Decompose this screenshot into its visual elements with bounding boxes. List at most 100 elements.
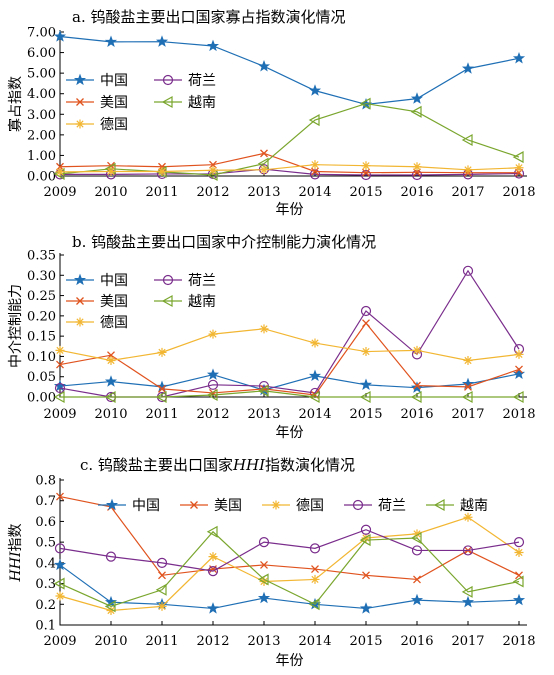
data-point xyxy=(359,534,371,547)
series-china xyxy=(53,367,526,396)
series-line xyxy=(59,495,520,581)
data-point xyxy=(463,165,473,175)
data-point xyxy=(310,574,320,584)
series-germany xyxy=(55,324,524,365)
data-point xyxy=(155,390,167,404)
data-point xyxy=(413,575,421,584)
y-tick-label: 0.25 xyxy=(27,289,56,304)
legend-item: 德国 xyxy=(66,117,128,133)
data-point xyxy=(360,305,372,317)
legend-marker xyxy=(190,501,198,509)
data-point xyxy=(206,388,218,401)
data-point xyxy=(413,381,421,390)
data-point xyxy=(308,369,322,382)
y-tick-label: 5.00 xyxy=(27,67,56,82)
legend-marker xyxy=(73,273,87,286)
series-line xyxy=(59,529,520,572)
data-point xyxy=(512,151,524,164)
data-point xyxy=(259,324,269,334)
legend-marker xyxy=(161,95,173,109)
data-point xyxy=(463,355,473,365)
legend-item: 中国 xyxy=(66,73,128,89)
x-tick-label: 2018 xyxy=(502,185,535,200)
x-axis-label: 年份 xyxy=(276,425,304,441)
series-line xyxy=(59,322,520,396)
y-tick-label: 3.00 xyxy=(27,108,56,123)
x-tick-label: 2012 xyxy=(196,634,229,649)
series-germany xyxy=(55,512,524,615)
x-tick-label: 2013 xyxy=(247,634,280,649)
data-point xyxy=(206,602,220,614)
chart-panel-2: b. 钨酸盐主要出口国家中介控制能力演化情况 0.00 0.05 0.10 0.15 0.… xyxy=(8,233,536,441)
data-point xyxy=(55,167,65,177)
y-axis-label: 寡占指数 xyxy=(7,76,24,132)
legend-label: 越南 xyxy=(460,498,488,514)
x-tick-label: 2016 xyxy=(400,407,433,422)
legend-label: 荷兰 xyxy=(188,73,216,89)
series-line xyxy=(60,168,520,176)
data-point xyxy=(310,160,320,170)
data-point xyxy=(54,382,66,394)
series-line xyxy=(59,516,520,612)
legend-item: 越南 xyxy=(154,95,216,111)
data-point xyxy=(206,368,220,380)
series-line xyxy=(59,269,520,398)
legend-label: 荷兰 xyxy=(378,498,406,514)
data-point xyxy=(55,345,65,355)
data-point xyxy=(53,390,65,404)
y-tick-label: 0.5 xyxy=(35,536,56,551)
legend-marker xyxy=(76,297,84,305)
y-tick-label: 4.00 xyxy=(27,87,56,102)
data-point xyxy=(257,591,271,604)
chart-title: c. 钨酸盐主要出口国家HHI指数演化情况 xyxy=(80,456,355,474)
chart-title: a. 钨酸盐主要出口国家寡占指数演化情况 xyxy=(72,8,345,26)
series-netherlands xyxy=(54,524,525,577)
legend-item: 中国 xyxy=(98,498,160,514)
data-point xyxy=(157,347,167,357)
data-point xyxy=(207,379,219,390)
series-line xyxy=(59,102,520,176)
x-tick-label: 2017 xyxy=(451,185,484,200)
x-tick-label: 2015 xyxy=(349,634,382,649)
data-point xyxy=(104,595,118,608)
x-tick-label: 2011 xyxy=(145,185,178,200)
data-point xyxy=(208,165,218,175)
data-point xyxy=(410,92,424,104)
x-tick-label: 2009 xyxy=(43,634,76,649)
data-point xyxy=(362,168,370,177)
y-tick-label: 0.3 xyxy=(35,577,56,592)
data-point xyxy=(257,384,269,397)
data-point xyxy=(259,165,269,175)
x-tick-label: 2017 xyxy=(451,407,484,422)
x-tick-label: 2011 xyxy=(145,407,178,422)
data-point xyxy=(104,390,116,404)
legend-label: 中国 xyxy=(100,73,128,89)
data-point xyxy=(56,360,64,369)
legend-item: 荷兰 xyxy=(154,273,216,289)
chart-title: b. 钨酸盐主要出口国家中介控制能力演化情况 xyxy=(72,233,376,251)
series-china xyxy=(53,30,526,110)
data-point xyxy=(461,133,473,147)
data-point xyxy=(209,160,217,169)
x-tick-label: 2011 xyxy=(145,634,178,649)
y-tick-label: 0.2 xyxy=(35,598,56,613)
legend-item: 荷兰 xyxy=(154,73,216,89)
x-tick-label: 2018 xyxy=(502,634,535,649)
data-point xyxy=(260,560,268,569)
data-point xyxy=(156,557,168,568)
data-point xyxy=(461,390,473,404)
data-point xyxy=(360,524,372,535)
x-tick-label: 2010 xyxy=(94,634,127,649)
legend-item: 美国 xyxy=(66,95,128,111)
data-point xyxy=(515,365,523,374)
legend-marker xyxy=(271,500,281,510)
data-point xyxy=(410,593,424,606)
data-point xyxy=(104,375,118,387)
y-axis-label: 中介控制能力 xyxy=(8,284,24,368)
chart-panel-3: c. 钨酸盐主要出口国家HHI指数演化情况 0.1 0.2 0.3 0.4 0.5 0.6 0… xyxy=(8,456,536,669)
legend-label: 德国 xyxy=(100,117,128,133)
legend-marker xyxy=(162,74,174,86)
y-axis-label: HHI指数 xyxy=(8,524,24,583)
y-tick-label: 7.00 xyxy=(27,26,56,41)
